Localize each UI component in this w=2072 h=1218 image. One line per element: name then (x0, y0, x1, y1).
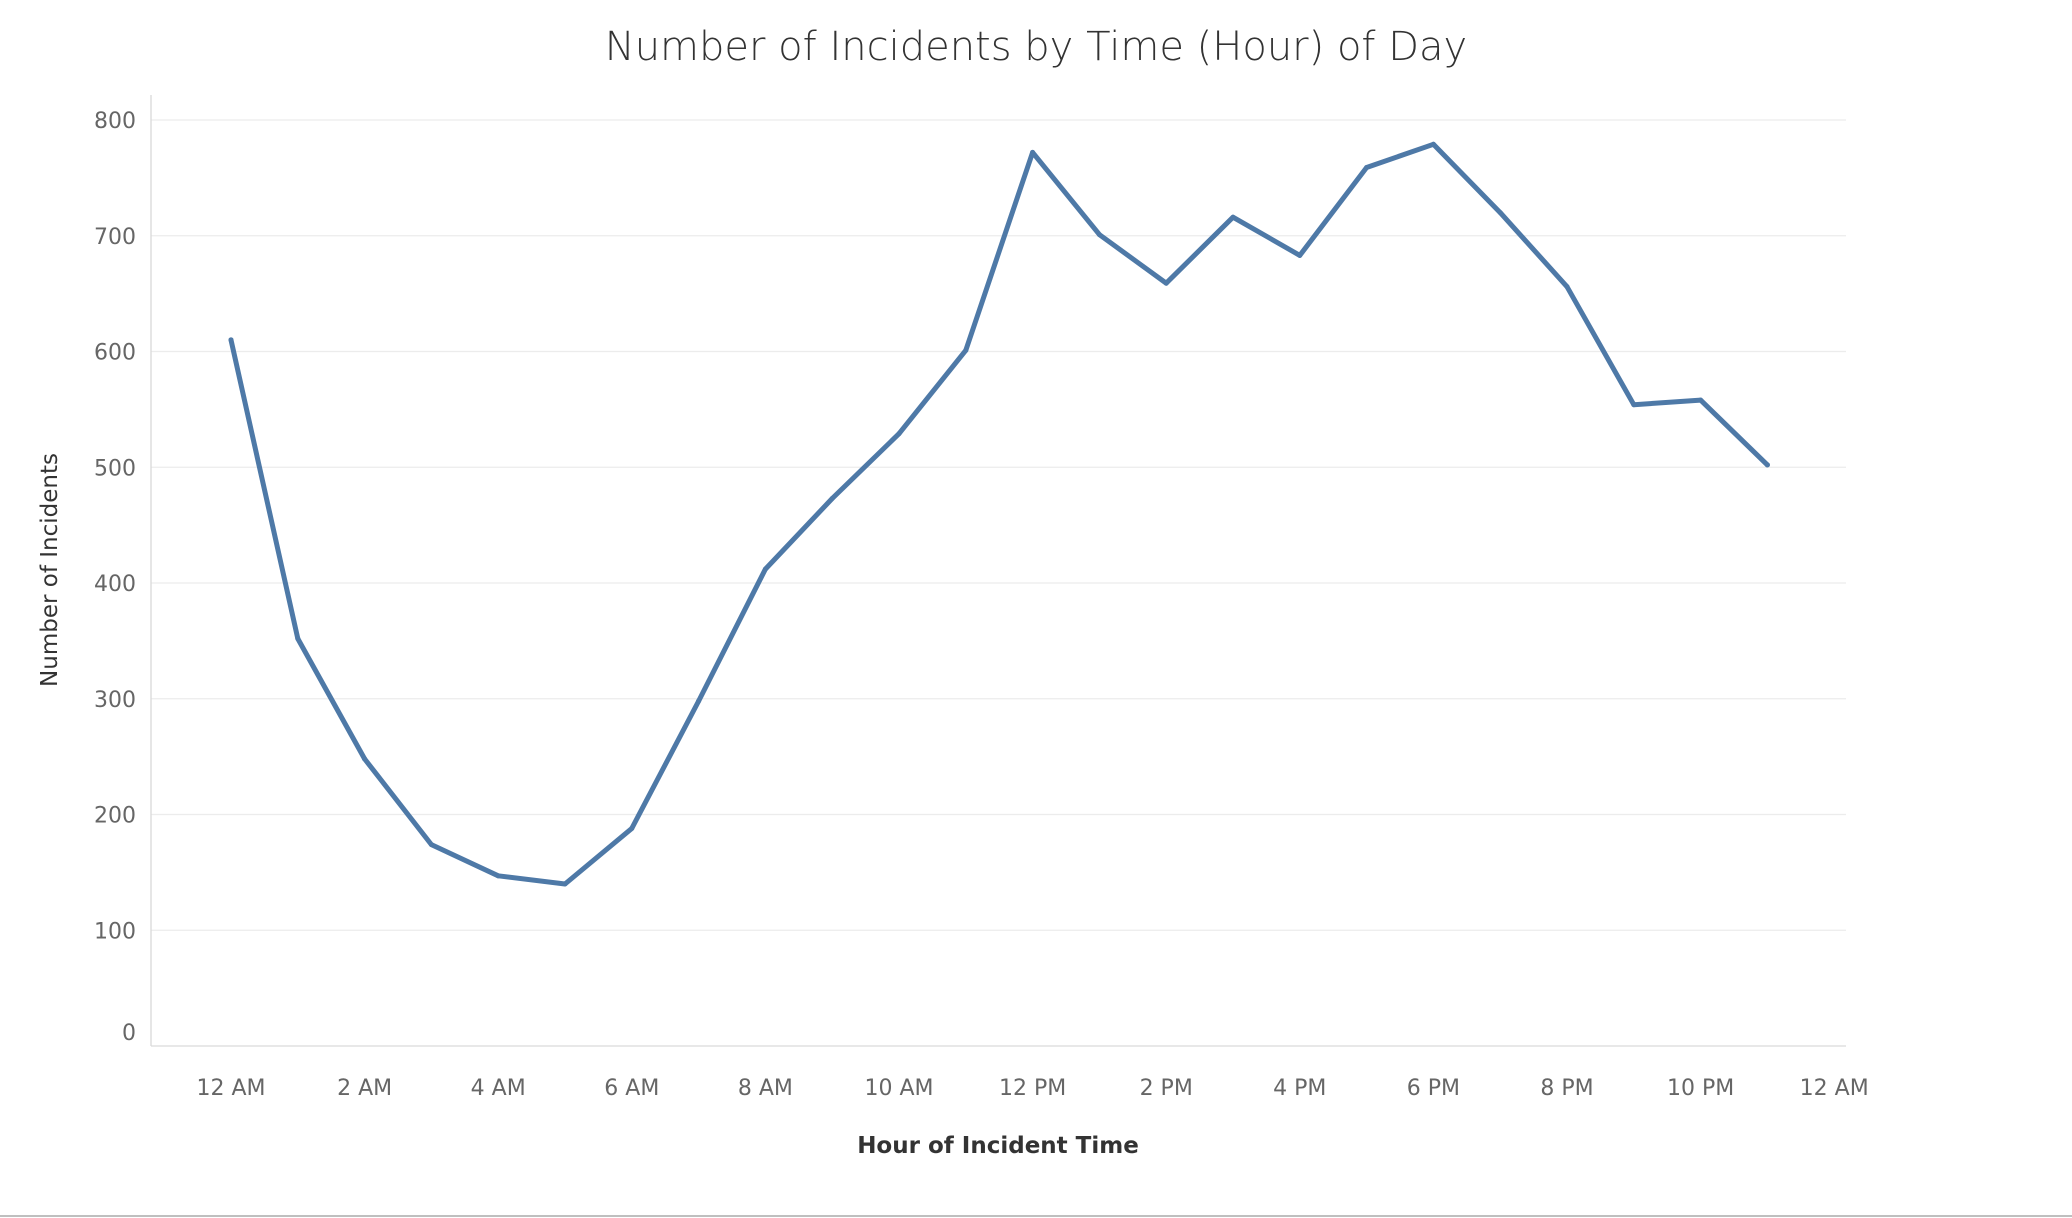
data-point[interactable] (1030, 149, 1036, 155)
y-tick-label: 500 (94, 456, 136, 481)
series-line (228, 141, 1770, 887)
data-point[interactable] (562, 881, 568, 887)
data-point[interactable] (228, 337, 234, 343)
data-point[interactable] (762, 566, 768, 572)
data-point[interactable] (1430, 141, 1436, 147)
y-axis-title: Number of Incidents (37, 453, 63, 687)
x-tick-label: 12 PM (999, 1076, 1066, 1101)
y-tick-label: 0 (122, 1021, 136, 1046)
data-point[interactable] (295, 636, 301, 642)
x-tick-label: 10 PM (1667, 1076, 1734, 1101)
data-point[interactable] (1096, 232, 1102, 238)
data-point[interactable] (495, 873, 501, 879)
chart-title: Number of Incidents by Time (Hour) of Da… (605, 24, 1467, 70)
x-tick-label: 2 PM (1140, 1076, 1193, 1101)
data-point[interactable] (1564, 284, 1570, 290)
y-tick-label: 400 (94, 572, 136, 597)
data-point[interactable] (629, 825, 635, 831)
x-tick-label: 12 AM (1800, 1076, 1869, 1101)
data-point[interactable] (1364, 164, 1370, 170)
x-tick-label: 4 PM (1273, 1076, 1326, 1101)
x-tick-label: 6 PM (1407, 1076, 1460, 1101)
data-point[interactable] (1631, 402, 1637, 408)
data-point[interactable] (896, 431, 902, 437)
y-tick-label: 300 (94, 688, 136, 713)
y-tick-label: 100 (94, 919, 136, 944)
x-tick-label: 10 AM (864, 1076, 933, 1101)
gridlines (151, 119, 1846, 931)
x-axis-ticks: 12 AM 2 AM 4 AM 6 AM 8 AM 10 AM 12 PM 2 PM 4 PM 6… (196, 1076, 1868, 1101)
series-layer (228, 141, 1770, 887)
x-tick-label: 4 AM (471, 1076, 526, 1101)
y-axis-ticks: 0 100 200 300 400 500 600 700 800 (94, 109, 136, 1046)
data-point[interactable] (963, 347, 969, 353)
x-tick-label: 2 AM (337, 1076, 392, 1101)
x-tick-label: 8 AM (738, 1076, 793, 1101)
data-point[interactable] (1764, 462, 1770, 468)
y-tick-label: 200 (94, 804, 136, 829)
data-point[interactable] (428, 842, 434, 848)
data-point[interactable] (1497, 210, 1503, 216)
data-point[interactable] (1698, 397, 1704, 403)
data-point[interactable] (1163, 280, 1169, 286)
y-tick-label: 600 (94, 341, 136, 366)
y-tick-label: 800 (94, 109, 136, 134)
data-point[interactable] (696, 698, 702, 704)
y-tick-label: 700 (94, 225, 136, 250)
data-point[interactable] (1297, 252, 1303, 258)
x-tick-label: 6 AM (604, 1076, 659, 1101)
x-tick-label: 12 AM (196, 1076, 265, 1101)
data-point[interactable] (1230, 214, 1236, 220)
x-axis-title: Hour of Incident Time (857, 1133, 1139, 1159)
data-point[interactable] (829, 496, 835, 502)
data-point[interactable] (362, 756, 368, 762)
x-tick-label: 8 PM (1540, 1076, 1593, 1101)
